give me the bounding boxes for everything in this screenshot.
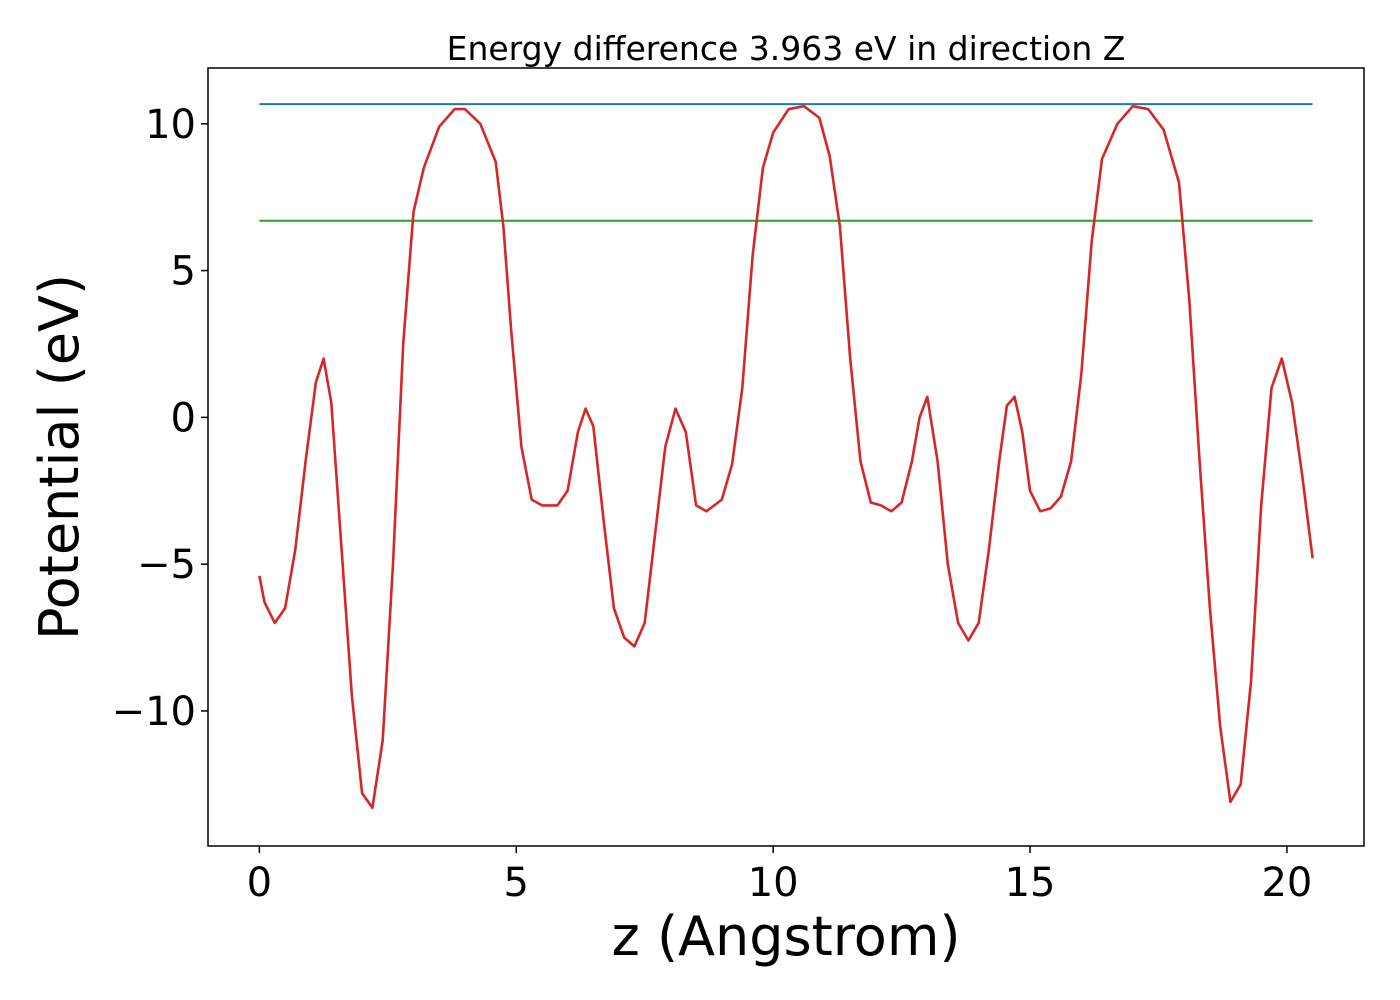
x-axis-label: z (Angstrom) (611, 905, 960, 968)
chart-title: Energy difference 3.963 eV in direction … (447, 29, 1126, 68)
x-tick-label: 5 (504, 860, 529, 906)
x-tick-label: 10 (748, 860, 799, 906)
y-tick-label: −10 (112, 689, 196, 735)
x-tick-label: 20 (1261, 860, 1312, 906)
x-tick-label: 0 (247, 860, 272, 906)
y-tick-label: 5 (171, 249, 196, 295)
axis-ticks: 0 5 10 15 20 10 5 0 −5 −10 (112, 102, 1313, 906)
y-tick-label: 10 (145, 102, 196, 148)
series-line-0 (258, 104, 1314, 810)
plot-frame (207, 67, 1365, 847)
y-tick-label: 0 (171, 395, 196, 441)
y-tick-label: −5 (137, 542, 196, 588)
plot-area (207, 67, 1365, 847)
y-axis-label: Potential (eV) (28, 274, 91, 640)
x-tick-label: 15 (1005, 860, 1056, 906)
